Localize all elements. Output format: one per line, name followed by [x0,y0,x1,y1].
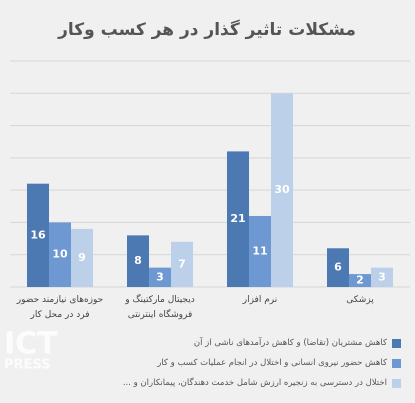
legend-item: اختلال در دسترسی به زنجیره ارزش شامل خدم… [123,378,401,388]
x-tick-label: دیجیتال مارکتینگ و فروشگاه اینترنتی [125,295,195,320]
legend-swatch [392,378,401,388]
bar [371,267,393,287]
bar [249,215,271,287]
data-label: 6 [334,261,342,274]
bar [171,241,193,287]
legend-label: کاهش حضور نیروی انسانی و اختلال در انجام… [157,358,387,368]
bar [27,183,49,287]
data-label: 10 [52,248,68,261]
data-label: 11 [252,244,267,257]
data-label: 16 [30,228,46,241]
bar [49,222,71,287]
x-tick-label: نرم افزار [242,295,278,305]
data-label: 21 [230,212,245,225]
data-label: 8 [134,254,142,267]
watermark: ICT [4,327,58,362]
legend-swatch [392,338,401,348]
bar [227,151,249,287]
data-label: 7 [178,257,186,270]
watermark: PRESS [4,358,51,373]
legend-label: کاهش مشتریان (تقاضا) و کاهش درآمدهای ناش… [193,338,387,348]
data-label: 2 [356,274,364,287]
x-tick-label: پزشکی [346,295,374,305]
legend-swatch [392,358,401,368]
x-tick-label: حوزه‌های نیازمند حضور فرد در محل کار [16,295,104,320]
data-label: 9 [78,251,86,264]
bar [149,267,171,287]
bar [271,93,293,288]
bar [349,274,371,287]
data-label: 30 [274,183,290,196]
data-label: 3 [378,270,386,283]
bar [127,235,149,287]
legend-label: اختلال در دسترسی به زنجیره ارزش شامل خدم… [122,378,387,388]
bar [327,248,349,287]
bar [71,228,93,287]
legend-item: کاهش مشتریان (تقاضا) و کاهش درآمدهای ناش… [194,338,401,348]
legend-item: کاهش حضور نیروی انسانی و اختلال در انجام… [157,358,401,368]
chart-title: مشکلات تاثیر گذار در هر کسب وکار [57,19,356,40]
data-label: 3 [156,270,164,283]
